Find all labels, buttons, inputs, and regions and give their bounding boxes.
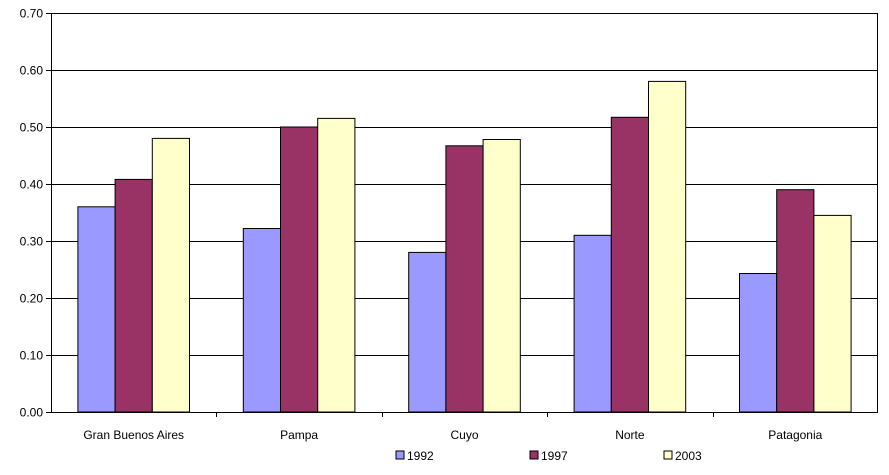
axes bbox=[46, 13, 878, 417]
y-tick-label: 0.70 bbox=[20, 7, 44, 21]
bars bbox=[77, 80, 852, 413]
legend-label-1992: 1992 bbox=[407, 449, 434, 463]
bar-1997-gran-buenos-aires bbox=[114, 178, 153, 413]
legend-label-1997: 1997 bbox=[541, 449, 568, 463]
x-category-label: Norte bbox=[615, 428, 645, 442]
y-tick-label: 0.40 bbox=[20, 178, 44, 192]
y-tick-label: 0.00 bbox=[20, 406, 44, 420]
x-category-label: Patagonia bbox=[768, 428, 822, 442]
legend: 1992 1997 2003 bbox=[395, 449, 702, 463]
bar-1997-patagonia bbox=[776, 189, 815, 413]
x-category-label: Pampa bbox=[280, 428, 318, 442]
y-tick-label: 0.20 bbox=[20, 292, 44, 306]
legend-swatch-1997 bbox=[529, 450, 539, 460]
y-tick-label: 0.50 bbox=[20, 121, 44, 135]
bar-2003-cuyo bbox=[482, 139, 521, 413]
x-category-label: Cuyo bbox=[450, 428, 478, 442]
legend-swatch-1992 bbox=[395, 450, 405, 460]
y-tick-label: 0.30 bbox=[20, 235, 44, 249]
plot-area-border bbox=[51, 13, 878, 413]
x-category-label: Gran Buenos Aires bbox=[83, 428, 184, 442]
legend-swatch-2003 bbox=[663, 450, 673, 460]
bar-2003-gran-buenos-aires bbox=[151, 137, 191, 413]
y-axis-tick-labels: 0.00 0.10 0.20 0.30 0.40 0.50 0.60 0.70 bbox=[20, 7, 44, 420]
bar-1997-cuyo bbox=[445, 145, 484, 413]
y-tick-label: 0.60 bbox=[20, 64, 44, 78]
y-tick-label: 0.10 bbox=[20, 349, 44, 363]
x-axis-category-labels: Gran Buenos Aires Pampa Cuyo Norte Patagonia bbox=[83, 428, 822, 442]
bar-1997-norte bbox=[610, 116, 649, 413]
bar-1992-pampa bbox=[242, 228, 282, 413]
bar-1992-patagonia bbox=[739, 273, 778, 413]
bar-1992-gran-buenos-aires bbox=[77, 206, 116, 413]
bar-1992-norte bbox=[573, 234, 612, 413]
bar-1997-pampa bbox=[280, 126, 319, 413]
bar-1992-cuyo bbox=[408, 251, 447, 413]
bar-2003-patagonia bbox=[813, 214, 852, 413]
legend-label-2003: 2003 bbox=[675, 449, 702, 463]
bar-2003-pampa bbox=[317, 117, 356, 413]
bar-2003-norte bbox=[648, 80, 687, 413]
